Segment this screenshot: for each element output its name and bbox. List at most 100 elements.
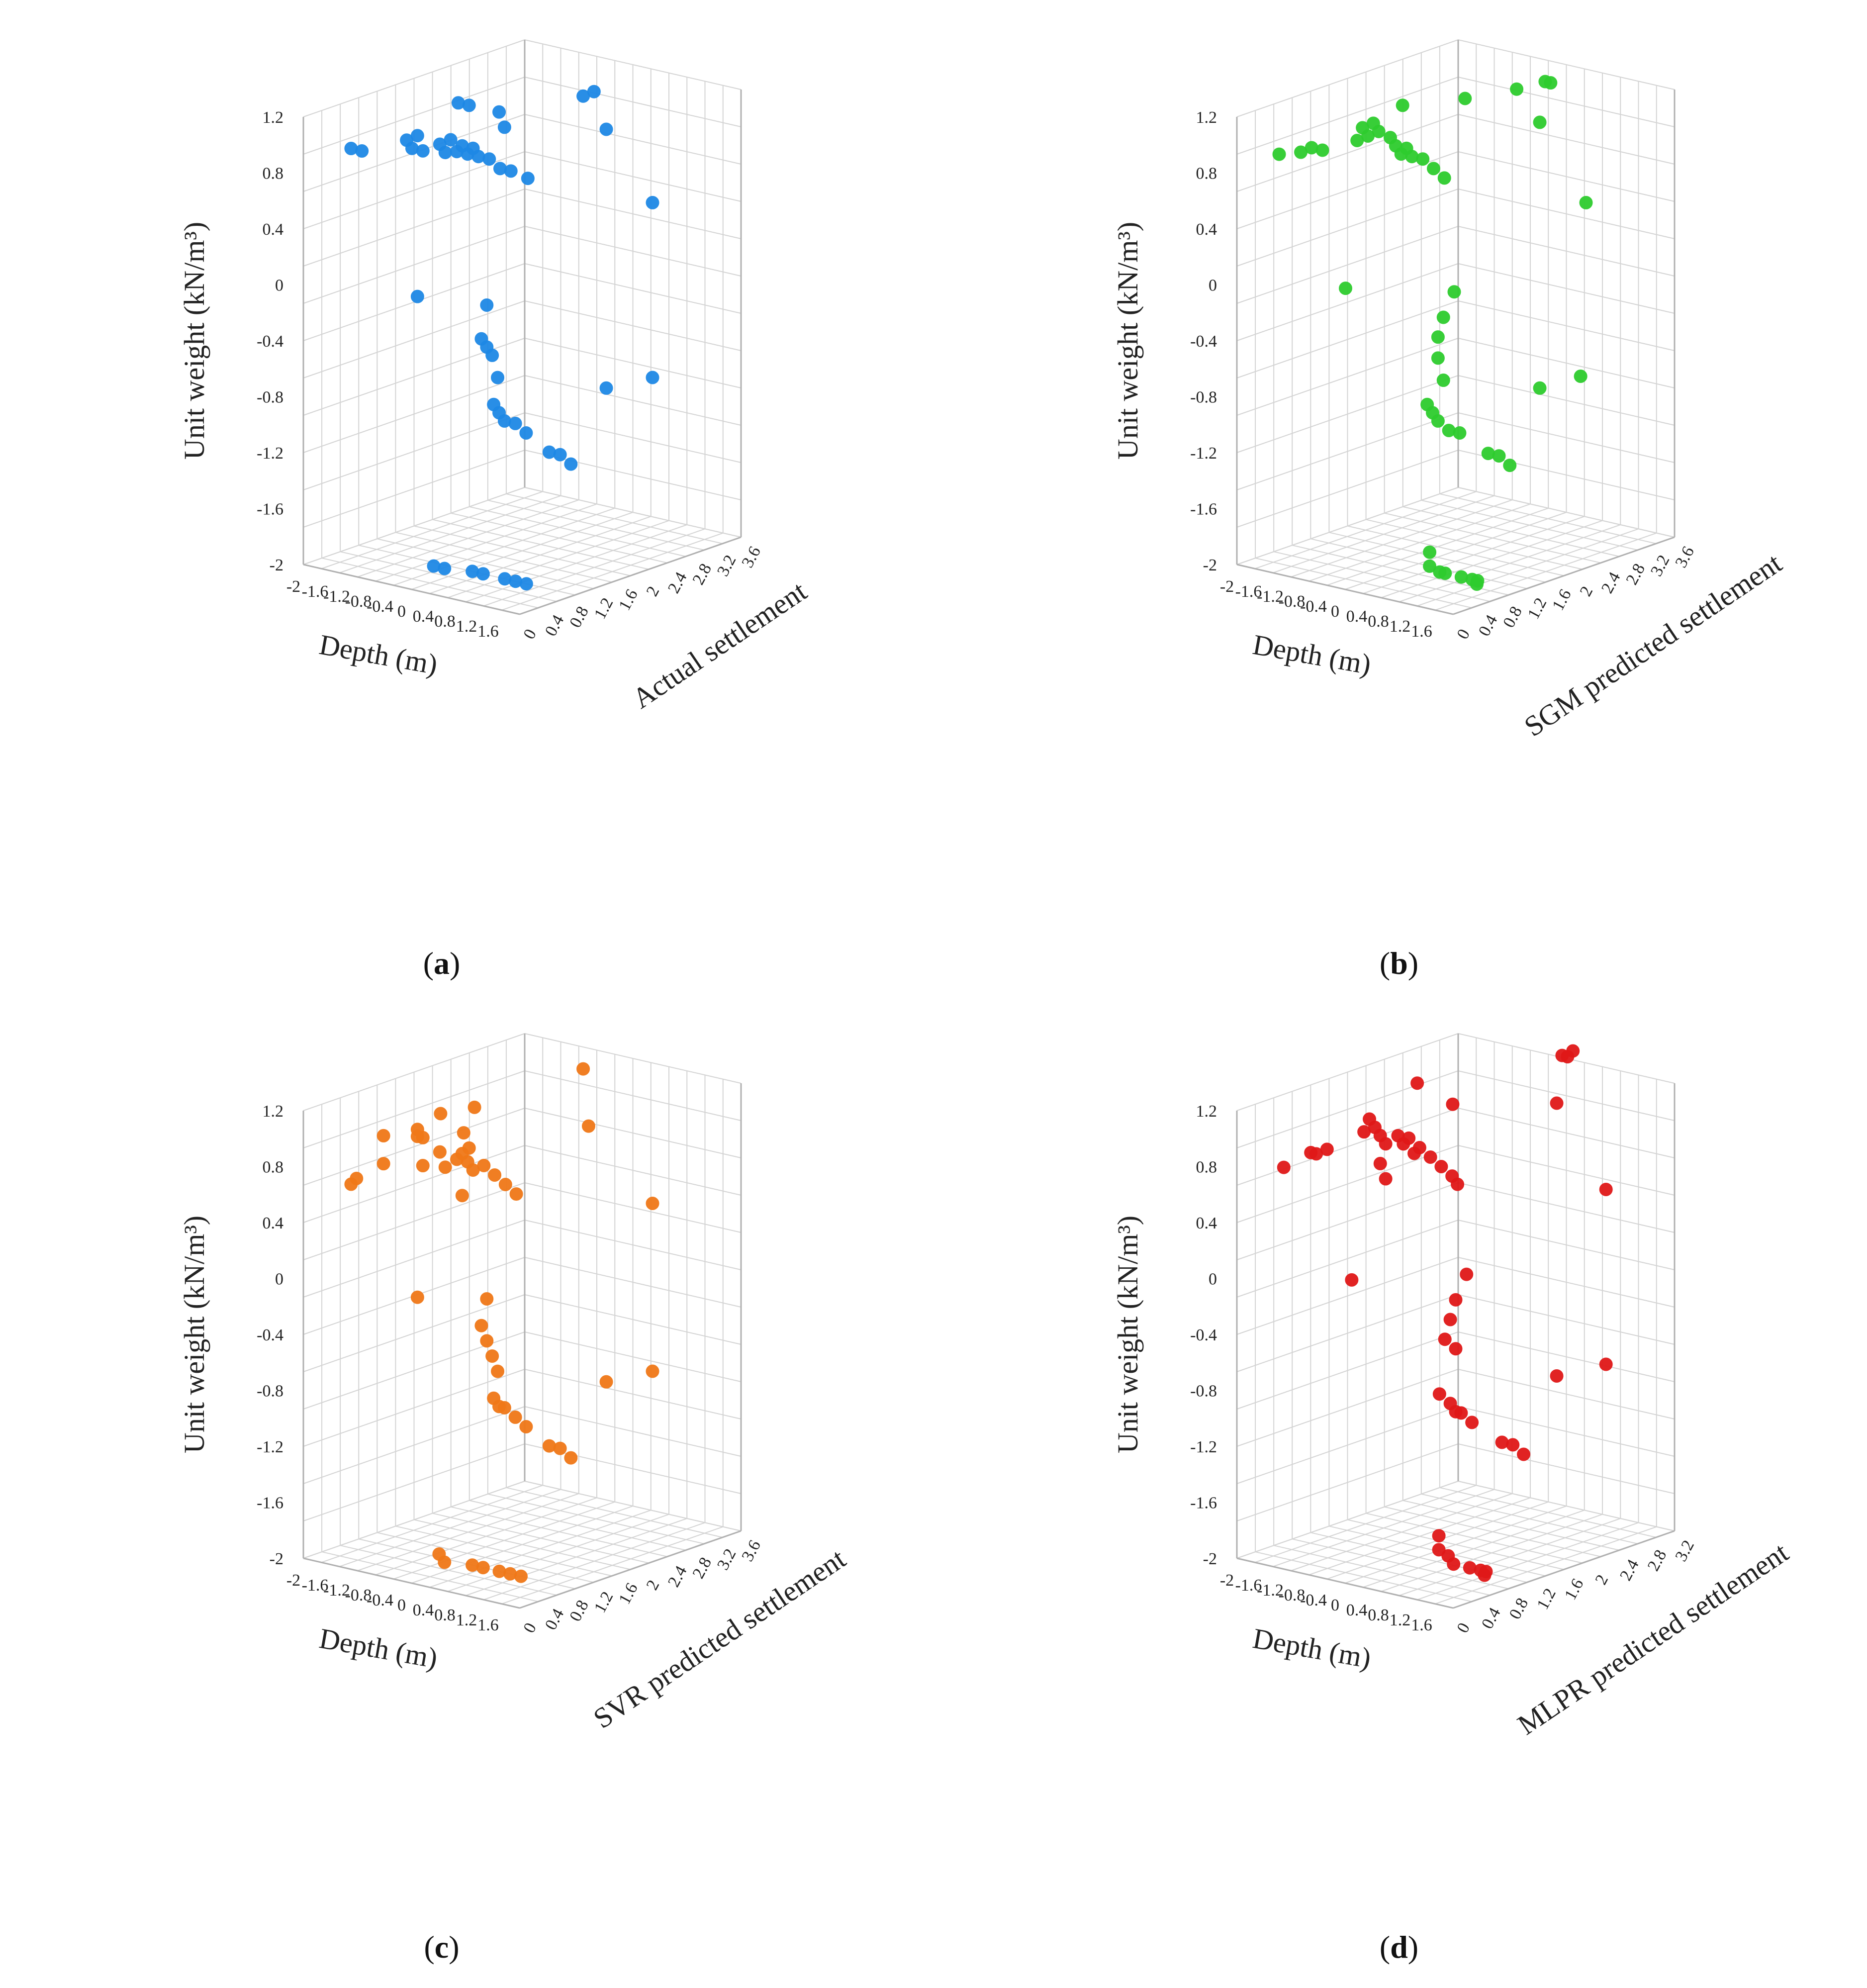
- data-point: [1438, 567, 1452, 580]
- y-tick-label: 1.6: [1549, 586, 1575, 614]
- x-tick-label: -0.8: [345, 592, 372, 611]
- data-point: [1599, 1357, 1613, 1371]
- z-tick-label: 1.2: [1196, 1102, 1217, 1121]
- z-tick-label: 1.2: [1196, 108, 1217, 127]
- data-point: [519, 577, 533, 591]
- data-point: [438, 146, 452, 160]
- data-point: [1432, 1387, 1446, 1401]
- y-tick-label: 1.6: [1561, 1576, 1587, 1603]
- x-tick-label: -0.4: [367, 1591, 393, 1609]
- y-tick-label: 3.2: [1647, 552, 1674, 579]
- data-point: [1465, 1416, 1479, 1429]
- grid-line: [1458, 487, 1675, 538]
- data-point: [646, 371, 659, 384]
- x-tick-label: -0.4: [1300, 1591, 1327, 1609]
- data-point: [444, 133, 458, 147]
- x-tick-label: 0.8: [434, 1606, 456, 1624]
- y-tick-label: 3.2: [714, 552, 740, 579]
- y-tick-label: 3.6: [1672, 544, 1698, 571]
- panel-caption-a: (a): [392, 945, 491, 982]
- z-tick-label: 0.8: [263, 1158, 284, 1177]
- data-point: [514, 1569, 528, 1583]
- data-point: [519, 1420, 533, 1433]
- z-tick-label: -1.2: [257, 444, 283, 463]
- x-tick-label: 1.6: [477, 1616, 499, 1634]
- z-tick-label: 0.4: [1196, 220, 1217, 239]
- caption-open: (: [1379, 1929, 1391, 1965]
- x-tick-label: -1.2: [323, 587, 350, 606]
- grid-line: [506, 1487, 723, 1538]
- x-tick-label: -0.8: [345, 1586, 372, 1605]
- grid-line: [1435, 532, 1657, 611]
- data-point: [497, 1401, 511, 1415]
- x-tick-label: -1.6: [1235, 582, 1262, 601]
- data-point: [1431, 351, 1445, 365]
- panel-caption-c: (c): [392, 1929, 491, 1966]
- frame-edge: [519, 1530, 742, 1609]
- data-point: [476, 1561, 490, 1575]
- grid-line: [506, 493, 723, 544]
- data-point: [553, 1441, 567, 1455]
- data-point: [462, 1141, 476, 1155]
- data-point: [410, 129, 424, 143]
- y-tick-label: 2: [643, 583, 663, 599]
- panel-b: -2 -1.6 -1.2 -0.8 -0.4 0 0.4 0.8 1.2 -2 -1.6 -1.2 -0…: [934, 0, 1867, 994]
- y-tick-label: 2: [1592, 1572, 1612, 1588]
- x-tick-label: 1.6: [1411, 1616, 1432, 1634]
- data-point: [491, 1364, 505, 1378]
- x-tick-label: -0.4: [1300, 597, 1327, 616]
- grid-line: [524, 1070, 742, 1121]
- data-point: [1423, 1150, 1437, 1164]
- z-tick-label: 0: [275, 277, 283, 295]
- frame-edge: [303, 1557, 520, 1609]
- y-tick-label: 0.8: [1506, 1595, 1532, 1622]
- grid-line: [524, 1033, 742, 1084]
- grid-line: [432, 1513, 649, 1564]
- y-tick-label: 0.8: [1499, 603, 1526, 631]
- data-point: [497, 120, 511, 134]
- grid-lines: [1236, 1033, 1675, 1609]
- data-point: [1432, 1529, 1446, 1543]
- data-point: [438, 562, 452, 575]
- data-point: [1503, 459, 1517, 473]
- data-point: [416, 144, 430, 158]
- grid-line: [1421, 499, 1638, 551]
- data-point: [350, 1171, 364, 1185]
- data-point: [1423, 559, 1437, 573]
- grid-line: [524, 39, 742, 90]
- y-tick-label: 2.4: [1616, 1556, 1643, 1584]
- z-axis-label: Unit weight (kN/m³): [178, 1216, 210, 1453]
- y-tick-label: 0: [520, 1620, 540, 1636]
- data-point: [1431, 414, 1445, 428]
- grid-line: [451, 512, 667, 564]
- caption-open: (: [424, 1929, 435, 1965]
- x-tick-label: -1.2: [1257, 587, 1284, 606]
- panel-caption-b: (b): [1349, 945, 1449, 982]
- x-tick-label: 0.4: [413, 1601, 434, 1619]
- data-point: [488, 1168, 502, 1182]
- y-tick-label: 3.2: [1672, 1537, 1698, 1565]
- data-point: [504, 164, 518, 178]
- data-point: [438, 1555, 452, 1569]
- x-tick-label: -2: [1220, 577, 1234, 596]
- grid-lines: [303, 39, 742, 615]
- x-tick-label: -1.2: [323, 1581, 350, 1600]
- data-point: [1396, 98, 1409, 112]
- x-axis-label: Depth (m): [1250, 628, 1374, 681]
- caption-letter: a: [434, 946, 450, 981]
- data-point: [564, 1451, 578, 1465]
- scatter3d-chart-b: -2-1.6-1.2-0.8-0.400.40.81.2-2 -1.6-1.2-0…: [1112, 39, 1787, 743]
- data-point: [564, 457, 578, 471]
- x-tick-label: 0: [397, 602, 406, 621]
- data-point: [1272, 147, 1286, 161]
- x-tick-label: 0.4: [413, 607, 434, 626]
- x-tick-label: 1.2: [456, 617, 477, 636]
- data-point: [476, 567, 490, 581]
- data-point: [434, 1107, 448, 1121]
- data-point: [491, 371, 505, 384]
- grid-line: [429, 1510, 652, 1588]
- data-point: [1506, 1438, 1520, 1452]
- x-tick-label: 0.4: [1346, 1601, 1368, 1619]
- data-point: [1574, 369, 1587, 383]
